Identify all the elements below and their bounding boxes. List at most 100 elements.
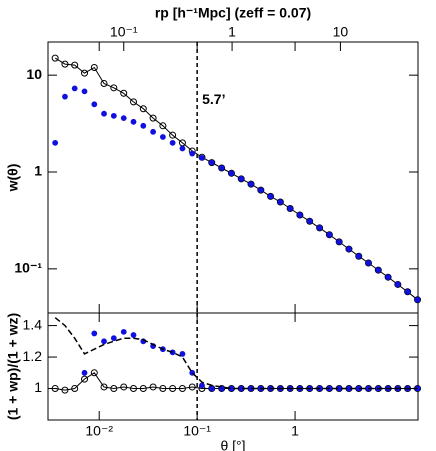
line <box>55 372 418 391</box>
dot <box>394 281 401 288</box>
open-circle <box>90 63 98 71</box>
open-circle <box>100 383 108 391</box>
open-circle <box>169 385 177 393</box>
open-circle <box>345 245 353 253</box>
open-circle <box>286 204 294 212</box>
open-circle <box>355 252 363 260</box>
x2-tick-label: 10 <box>333 24 349 40</box>
dot <box>404 288 411 295</box>
dot <box>62 93 68 100</box>
dot <box>199 154 205 161</box>
open-circle <box>130 98 138 106</box>
open-circle <box>306 217 314 225</box>
dot <box>267 193 274 200</box>
dot <box>296 212 303 218</box>
dot <box>287 205 294 212</box>
dot <box>120 115 127 122</box>
open-circle <box>364 259 372 267</box>
open-circle <box>237 175 245 183</box>
open-circle <box>90 369 98 377</box>
dot <box>336 238 343 245</box>
dot <box>179 351 186 357</box>
dot <box>52 139 59 146</box>
dot <box>365 260 372 266</box>
dot <box>130 118 137 125</box>
open-circle <box>247 180 255 188</box>
y-tick-label: 1.2 <box>23 348 43 364</box>
line <box>54 57 418 301</box>
open-circle <box>227 169 235 177</box>
open-circle <box>81 69 89 77</box>
open-circle <box>149 114 157 122</box>
dot <box>208 385 215 392</box>
dot <box>101 338 107 345</box>
open-circle <box>110 84 118 92</box>
dot <box>277 199 284 205</box>
open-circle <box>81 375 89 383</box>
dot <box>179 145 186 152</box>
x2-axis-label: rp [h⁻¹Mpc] (zeff = 0.07) <box>155 5 311 21</box>
y-tick-label: 1.4 <box>23 316 43 332</box>
y-tick-label: 1 <box>34 379 42 395</box>
open-circle <box>218 164 226 172</box>
open-circle <box>120 383 128 391</box>
x-tick-label: 1 <box>291 423 299 439</box>
open-circle <box>71 61 79 69</box>
open-circle <box>316 224 324 232</box>
open-circle <box>149 383 157 391</box>
dot <box>71 85 78 92</box>
dot <box>355 253 362 260</box>
open-circle <box>296 211 304 219</box>
open-circle <box>110 385 118 393</box>
open-circle <box>178 385 186 393</box>
dot <box>81 88 88 95</box>
open-circle <box>325 231 333 239</box>
x2-tick-label: 1 <box>228 24 236 40</box>
open-circle <box>404 288 412 296</box>
dot <box>150 128 156 135</box>
dot <box>208 159 215 166</box>
open-circle <box>61 60 69 68</box>
dot <box>169 139 176 146</box>
dot <box>316 224 323 231</box>
open-circle <box>267 192 275 200</box>
open-circle <box>130 385 138 393</box>
dot <box>120 328 127 335</box>
dot <box>140 122 147 129</box>
plot-frame <box>47 312 419 421</box>
dot <box>306 218 313 225</box>
open-circle <box>51 54 59 62</box>
dot <box>110 112 117 119</box>
open-circle <box>218 385 226 393</box>
dot <box>385 274 391 281</box>
dot <box>169 349 176 356</box>
y-tick-label: 1 <box>34 163 42 179</box>
dot <box>218 165 225 171</box>
x2-tick-label: 10⁻¹ <box>110 24 138 40</box>
open-circle <box>139 385 147 393</box>
open-circle <box>276 198 284 206</box>
x-tick-label: 10⁻¹ <box>183 423 211 439</box>
dot <box>91 330 98 337</box>
open-circle <box>384 273 392 281</box>
open-circle <box>169 131 177 139</box>
open-circle <box>120 89 128 97</box>
y-tick-label: 10⁻¹ <box>14 260 42 276</box>
x-tick-label: 10⁻² <box>85 423 113 439</box>
dot <box>199 382 205 389</box>
open-circle <box>208 159 216 167</box>
dot <box>159 134 166 140</box>
dashed-line <box>54 317 418 390</box>
y-tick-label: 10 <box>26 66 42 82</box>
open-circle <box>159 385 167 393</box>
dot <box>375 267 382 274</box>
dot <box>110 335 117 342</box>
dot <box>414 296 421 303</box>
x-axis-label: θ [°] <box>220 438 245 451</box>
open-circle <box>394 280 402 288</box>
dot <box>346 246 352 252</box>
dot <box>228 170 235 177</box>
dot <box>101 110 107 117</box>
open-circle <box>414 296 422 304</box>
